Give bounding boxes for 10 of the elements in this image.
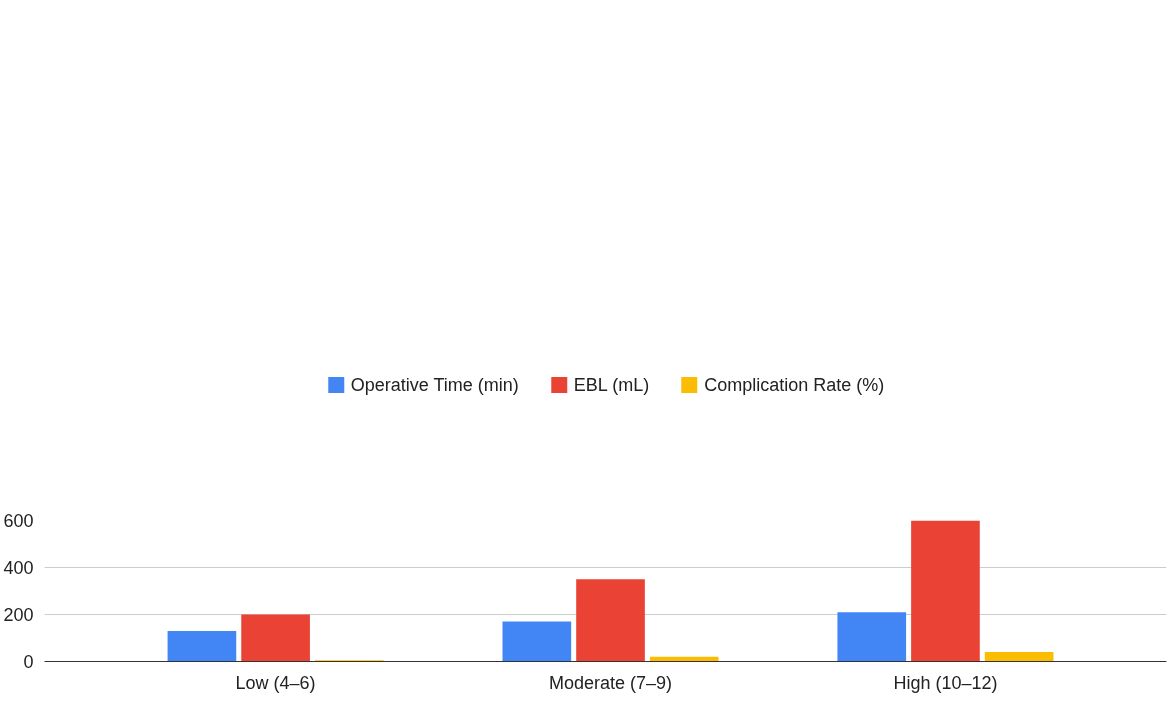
x-tick-label: High (10–12) <box>893 672 998 693</box>
y-tick-label: 600 <box>3 511 34 531</box>
y-tick-label: 400 <box>3 558 34 578</box>
x-tick-label: Low (4–6) <box>235 672 316 693</box>
legend-label: Operative Time (min) <box>350 374 519 396</box>
y-tick-label: 0 <box>23 652 34 672</box>
y-tick-label: 200 <box>3 605 34 625</box>
legend-label: Complication Rate (%) <box>704 374 885 396</box>
legend-label: EBL (mL) <box>573 374 650 396</box>
x-tick-label: Moderate (7–9) <box>548 672 673 693</box>
